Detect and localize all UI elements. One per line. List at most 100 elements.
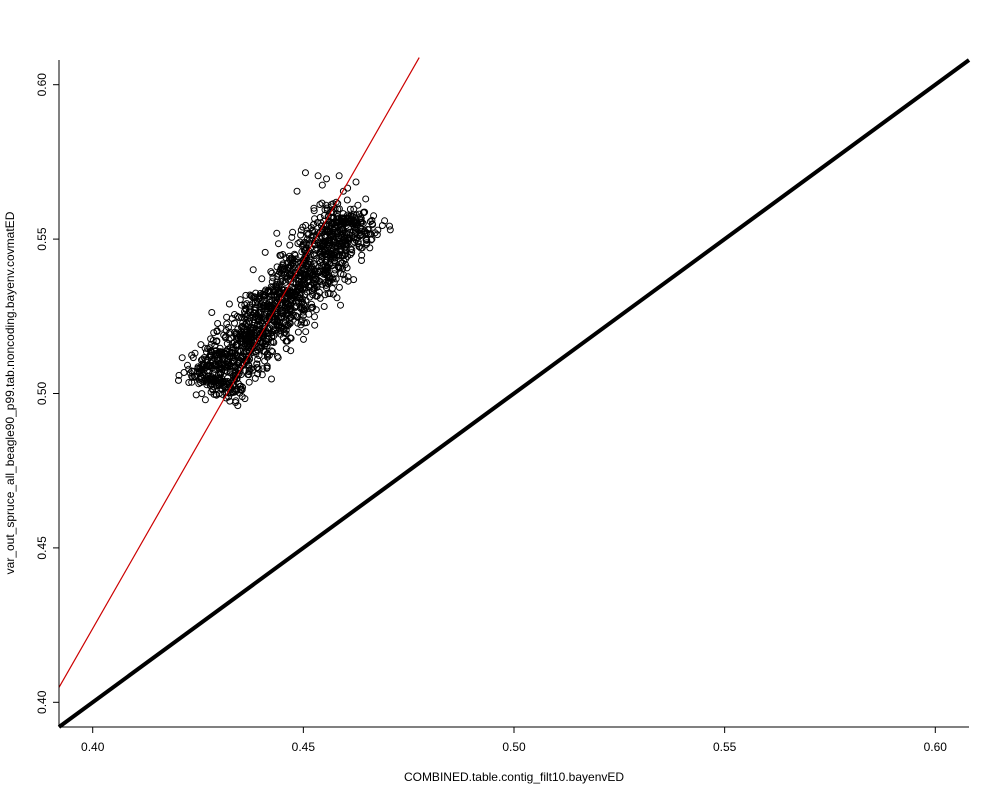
data-point [326, 259, 334, 267]
data-point [273, 229, 281, 237]
data-point [204, 372, 212, 380]
data-point [343, 264, 351, 272]
data-point [257, 300, 265, 307]
data-point [246, 366, 254, 374]
data-point [192, 391, 200, 399]
data-point [291, 304, 299, 312]
data-point [215, 357, 223, 365]
data-point [263, 342, 271, 350]
data-point [294, 328, 302, 336]
data-point [386, 226, 394, 234]
x-axis-ticks: 0.40 0.45 0.50 0.55 0.60 [81, 727, 947, 754]
data-point [279, 260, 287, 268]
data-point [191, 349, 199, 357]
data-point [351, 226, 359, 234]
data-point [311, 321, 319, 329]
data-point [270, 332, 278, 340]
data-point [263, 364, 271, 372]
data-point [313, 276, 321, 284]
data-point [256, 322, 264, 330]
data-point [296, 238, 304, 246]
data-point [358, 251, 366, 259]
y-tick-label: 0.50 [35, 381, 49, 405]
data-point [350, 234, 358, 242]
data-point [288, 233, 296, 241]
data-point [321, 206, 329, 214]
data-point [277, 324, 285, 332]
data-point [321, 269, 329, 277]
data-point [223, 360, 231, 368]
data-point [260, 347, 268, 355]
data-point [263, 303, 271, 311]
data-point [245, 344, 253, 352]
data-point [307, 304, 315, 312]
data-point [301, 291, 309, 299]
data-point [178, 354, 186, 362]
data-point [237, 385, 245, 393]
data-point [337, 301, 344, 309]
y-tick-label: 0.40 [35, 690, 49, 714]
x-tick-label: 0.60 [924, 740, 948, 754]
y-tick-label: 0.60 [35, 73, 49, 97]
data-point [225, 323, 232, 331]
data-point [207, 352, 215, 360]
data-point [316, 201, 324, 208]
data-point [221, 334, 229, 342]
data-point [346, 217, 354, 225]
reference-lines [57, 57, 971, 729]
x-tick-label: 0.45 [292, 740, 316, 754]
data-point [362, 195, 370, 203]
data-point [356, 232, 364, 240]
data-point [227, 383, 235, 391]
data-point [265, 351, 273, 359]
data-point [254, 343, 262, 351]
data-point [312, 233, 320, 241]
data-point [304, 249, 311, 257]
data-point [248, 293, 256, 301]
data-point [333, 294, 341, 302]
data-point [269, 274, 277, 282]
data-point [233, 342, 241, 349]
data-point [225, 300, 233, 308]
data-point [351, 238, 358, 246]
data-point [254, 315, 262, 323]
data-point [323, 175, 331, 183]
data-point [192, 373, 200, 381]
data-point [329, 274, 337, 282]
data-point [308, 300, 315, 308]
data-point [353, 221, 361, 229]
data-point [261, 315, 269, 323]
y-axis-ticks: 0.40 0.45 0.50 0.55 0.60 [35, 73, 59, 714]
data-point [326, 237, 334, 245]
data-point [199, 355, 207, 363]
data-point [188, 378, 196, 386]
data-point [341, 229, 349, 237]
data-point [251, 294, 259, 302]
y-axis-title: var_out_spruce_all_beagle90_p99.tab.nonc… [3, 211, 17, 574]
data-point [307, 244, 315, 252]
data-point [314, 267, 321, 275]
data-point [331, 249, 339, 257]
data-point [238, 330, 246, 338]
data-point [297, 259, 305, 267]
data-point [331, 266, 339, 274]
data-point [286, 292, 294, 300]
data-point [215, 382, 223, 390]
data-point [341, 275, 349, 283]
data-point [352, 178, 360, 186]
data-point [370, 212, 378, 220]
data-point [244, 311, 252, 319]
data-point [317, 232, 325, 240]
data-point [335, 172, 343, 180]
data-point [339, 210, 347, 218]
data-point [235, 314, 243, 321]
data-point [252, 303, 260, 311]
data-point [212, 382, 220, 390]
data-point [257, 309, 265, 317]
data-point [300, 335, 307, 343]
data-point [213, 327, 221, 335]
data-point [195, 368, 203, 376]
data-point [214, 354, 222, 361]
data-point [348, 246, 356, 254]
data-point [354, 201, 362, 209]
